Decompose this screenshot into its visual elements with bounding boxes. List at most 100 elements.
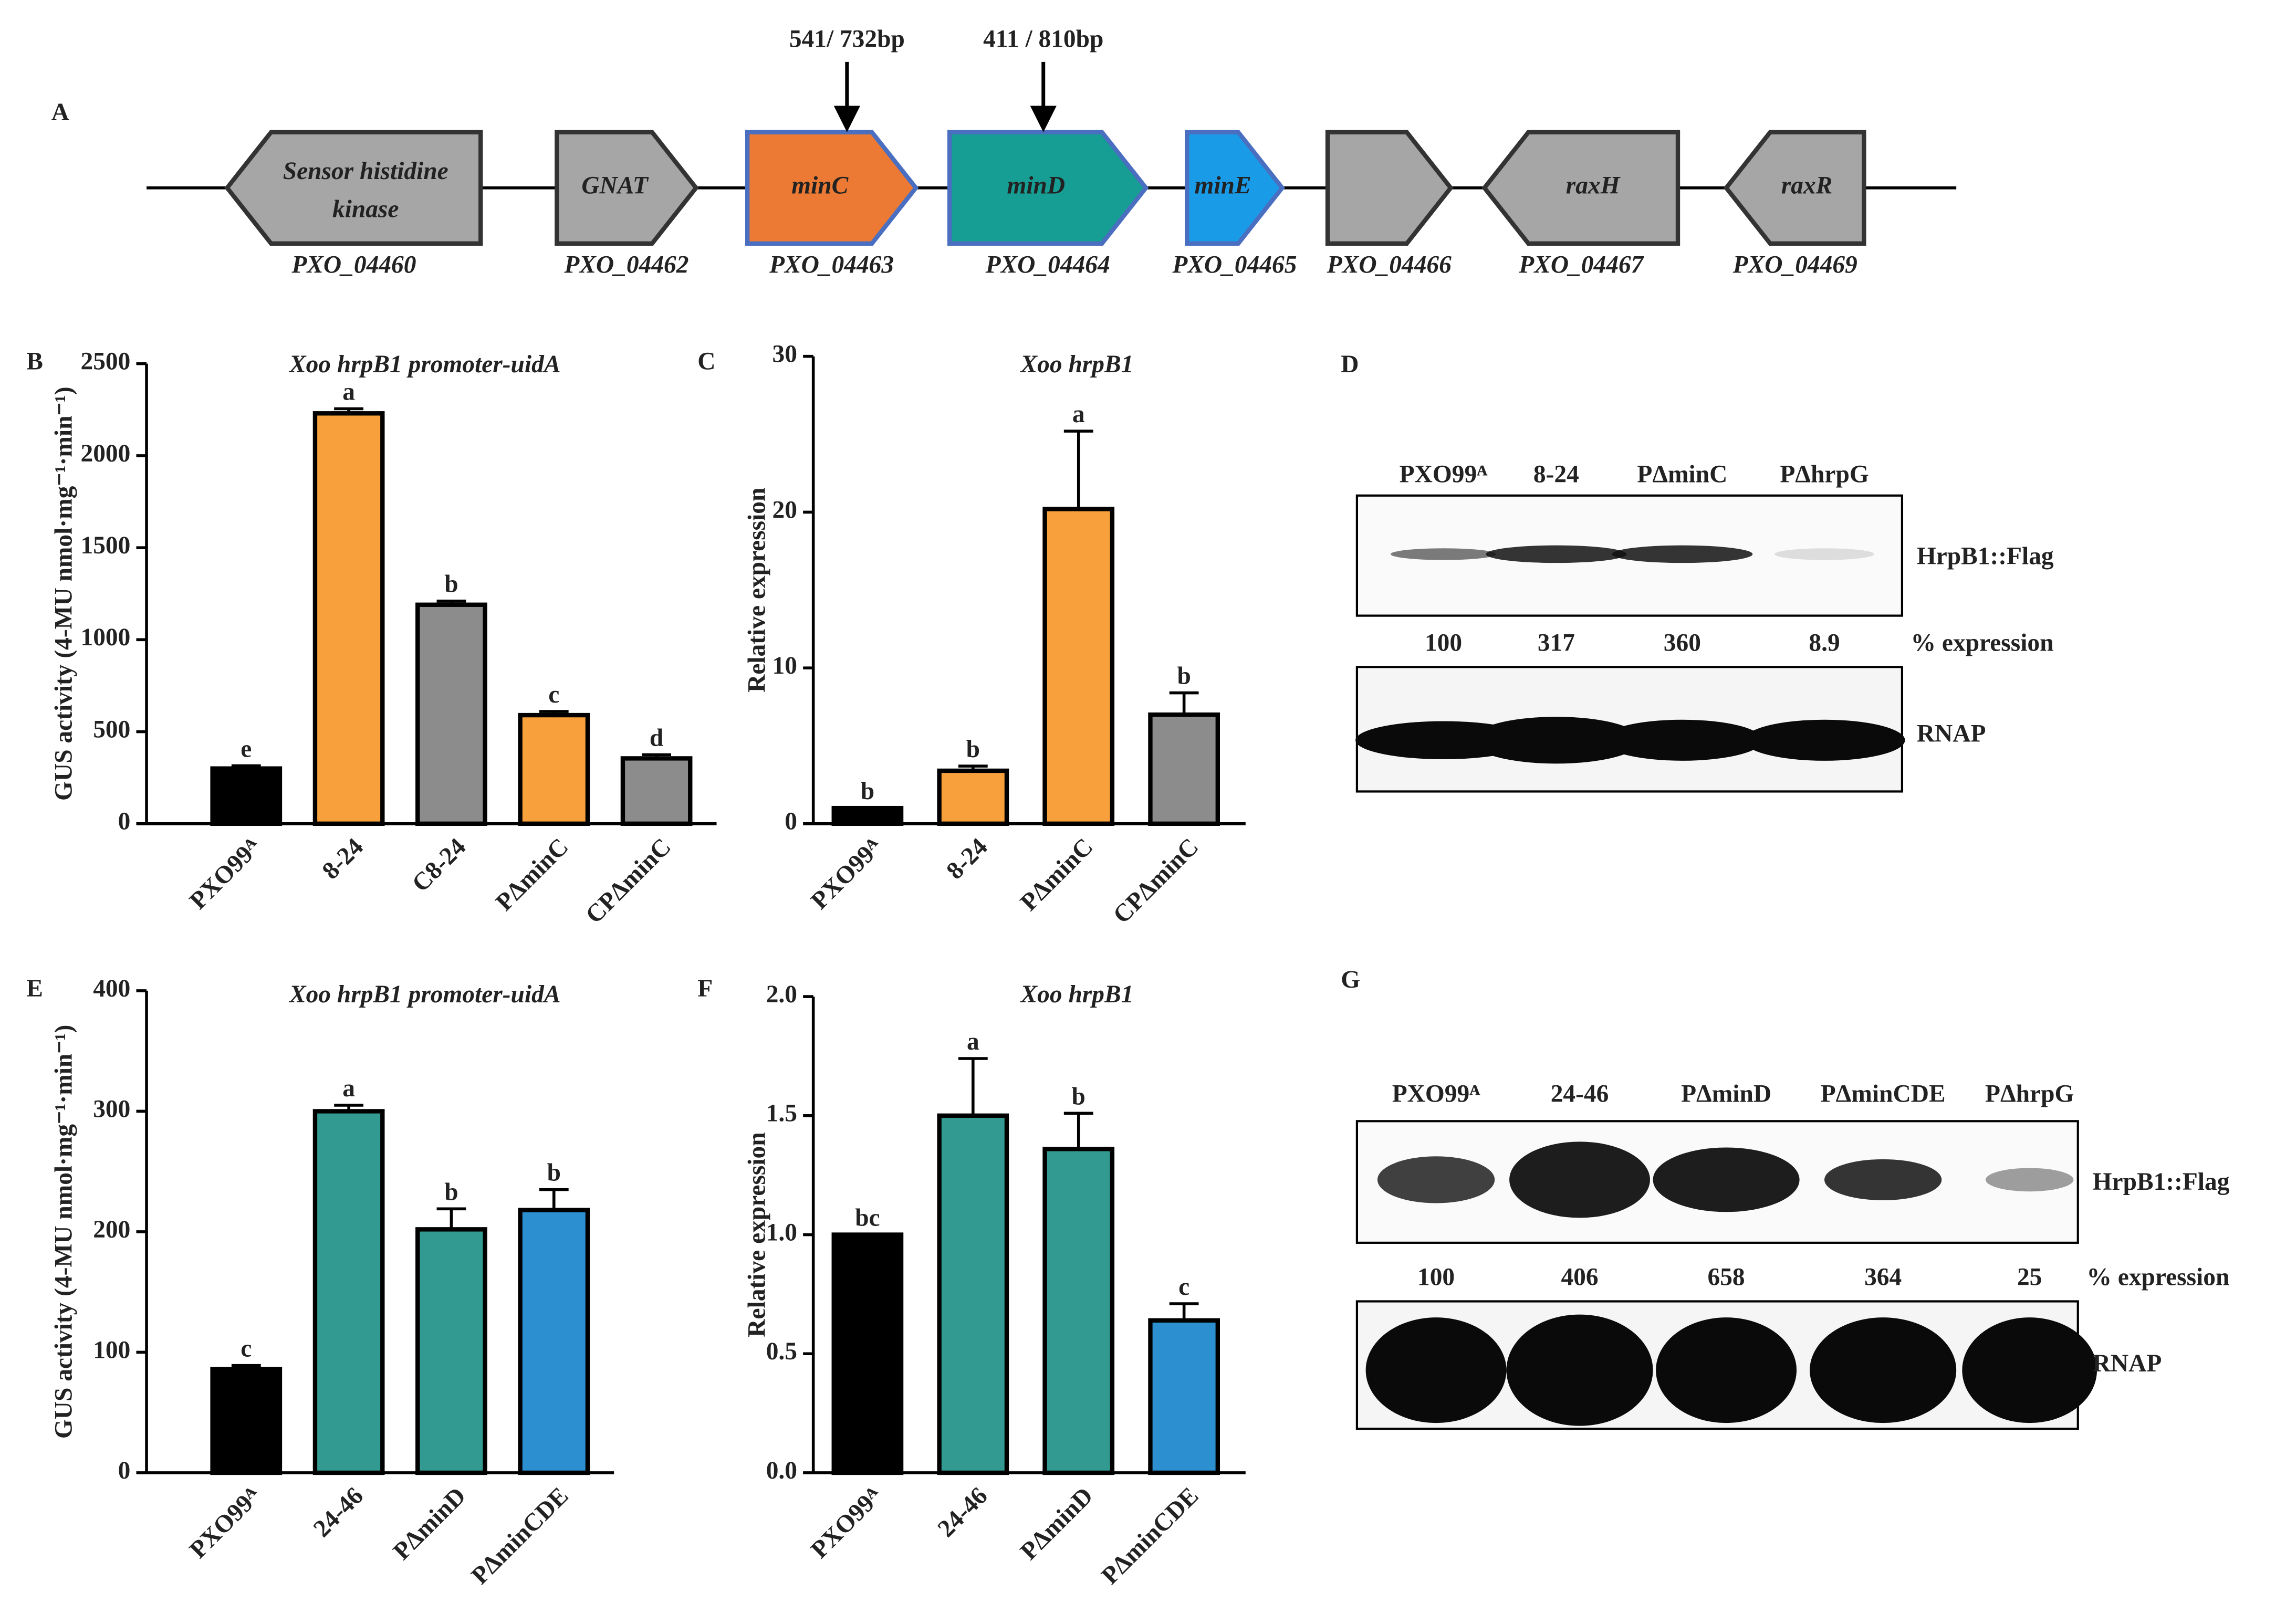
- y-tick-label: 20: [773, 496, 797, 523]
- insertion-arrowhead: [1030, 106, 1057, 132]
- y-tick-label: 400: [93, 975, 130, 1002]
- loading-band: [1962, 1317, 2097, 1423]
- bar: [831, 805, 904, 826]
- panel-label: G: [1341, 966, 1360, 993]
- percent-label: 658: [1708, 1264, 1745, 1291]
- significance-label: d: [650, 724, 663, 751]
- percent-label: 360: [1664, 629, 1701, 656]
- significance-label: c: [241, 1335, 252, 1363]
- significance-label: a: [342, 378, 355, 405]
- significance-label: b: [861, 778, 874, 805]
- significance-label: a: [967, 1028, 979, 1055]
- loading-band: [1601, 719, 1763, 761]
- bar: [415, 602, 487, 826]
- gene-arrow: [1481, 130, 1680, 246]
- loading-band: [1506, 1314, 1653, 1426]
- chart-title: Xoo hrpB1: [1020, 351, 1134, 378]
- gene-name: minD: [1007, 172, 1065, 200]
- gene-arrow: [1185, 130, 1285, 246]
- insertion-arrowhead: [833, 106, 860, 132]
- protein-band: [1377, 1156, 1495, 1203]
- quant-label: % expression: [2087, 1264, 2230, 1291]
- percent-label: 317: [1538, 629, 1575, 656]
- protein-band: [1985, 1168, 2074, 1192]
- loading-band: [1471, 717, 1642, 764]
- significance-label: b: [1177, 663, 1191, 690]
- panel-label: D: [1341, 351, 1359, 378]
- y-tick-label: 2500: [81, 348, 131, 375]
- y-tick-label: 300: [93, 1095, 130, 1123]
- panel-label: B: [26, 348, 43, 375]
- locus-label: PXO_04465: [1172, 251, 1297, 278]
- y-tick-label: 10: [773, 652, 797, 679]
- y-tick-label: 100: [93, 1336, 130, 1364]
- gene-arrow: [1325, 130, 1454, 246]
- percent-label: 25: [2017, 1264, 2042, 1291]
- significance-label: c: [1178, 1273, 1189, 1301]
- insertion-label: 411 / 810bp: [983, 26, 1103, 53]
- bar: [312, 1109, 385, 1475]
- lane-label: PΔminCDE: [1821, 1081, 1946, 1108]
- percent-label: 364: [1864, 1264, 1902, 1291]
- lane-label: PΔminD: [1681, 1081, 1771, 1108]
- y-axis-label: Relative expression: [743, 488, 770, 693]
- locus-label: PXO_04467: [1518, 251, 1644, 278]
- y-tick-label: 200: [93, 1216, 130, 1243]
- panel-label: E: [26, 975, 43, 1002]
- percent-label: 100: [1425, 629, 1462, 656]
- locus-label: PXO_04466: [1327, 251, 1452, 278]
- gene-name: Sensor histidine: [283, 158, 448, 185]
- protein-band: [1486, 545, 1627, 563]
- y-tick-label: 2.0: [766, 981, 797, 1008]
- gene-arrow: [224, 130, 483, 246]
- protein-band: [1509, 1141, 1650, 1218]
- y-axis-label: Relative expression: [743, 1132, 770, 1337]
- y-tick-label: 1000: [81, 624, 131, 651]
- y-tick-label: 0.5: [766, 1338, 797, 1365]
- significance-label: b: [966, 736, 980, 763]
- lane-label: 24-46: [1551, 1081, 1609, 1108]
- significance-label: b: [1072, 1083, 1085, 1110]
- gene-name: minE: [1195, 172, 1251, 200]
- lane-label: PXO99ᴬ: [1392, 1081, 1481, 1108]
- bar: [620, 756, 693, 826]
- panel-label: C: [697, 348, 715, 375]
- percent-label: 8.9: [1809, 629, 1840, 656]
- significance-label: e: [241, 735, 252, 762]
- y-tick-label: 0: [118, 808, 131, 835]
- gene-name: raxR: [1781, 172, 1833, 200]
- gene-arrow: [947, 130, 1149, 246]
- gene-arrow: [745, 130, 919, 246]
- y-axis-label: GUS activity (4-MU nmol·mg⁻¹·min⁻¹): [50, 387, 77, 801]
- y-tick-label: 0: [785, 808, 797, 835]
- loading-band: [1365, 1317, 1507, 1423]
- lane-label: 8-24: [1533, 460, 1579, 488]
- bar: [518, 1208, 590, 1475]
- y-tick-label: 500: [93, 716, 130, 743]
- panel-label: A: [51, 99, 69, 126]
- gene-arrow: [1723, 130, 1866, 246]
- bar: [210, 1367, 283, 1475]
- locus-label: PXO_04463: [769, 251, 894, 278]
- chart-title: Xoo hrpB1: [1020, 981, 1134, 1008]
- gene-name: GNAT: [581, 172, 649, 200]
- panel-label: F: [697, 975, 713, 1002]
- percent-label: 100: [1417, 1264, 1455, 1291]
- loading-band: [1810, 1317, 1957, 1423]
- loading-band: [1744, 719, 1905, 761]
- bar: [518, 713, 590, 826]
- target-label: HrpB1::Flag: [1917, 543, 2054, 570]
- protein-band: [1824, 1159, 1942, 1200]
- bar: [1148, 712, 1220, 826]
- locus-label: PXO_04469: [1732, 251, 1857, 278]
- protein-band: [1612, 545, 1753, 563]
- y-tick-label: 1.5: [766, 1100, 797, 1127]
- significance-label: b: [444, 1178, 458, 1206]
- locus-label: PXO_04464: [985, 251, 1110, 278]
- significance-label: bc: [855, 1204, 880, 1232]
- gene-name: minC: [791, 172, 849, 200]
- chart-title: Xoo hrpB1 promoter-uidA: [288, 981, 560, 1008]
- y-tick-label: 1.0: [766, 1219, 797, 1246]
- protein-band: [1774, 548, 1874, 560]
